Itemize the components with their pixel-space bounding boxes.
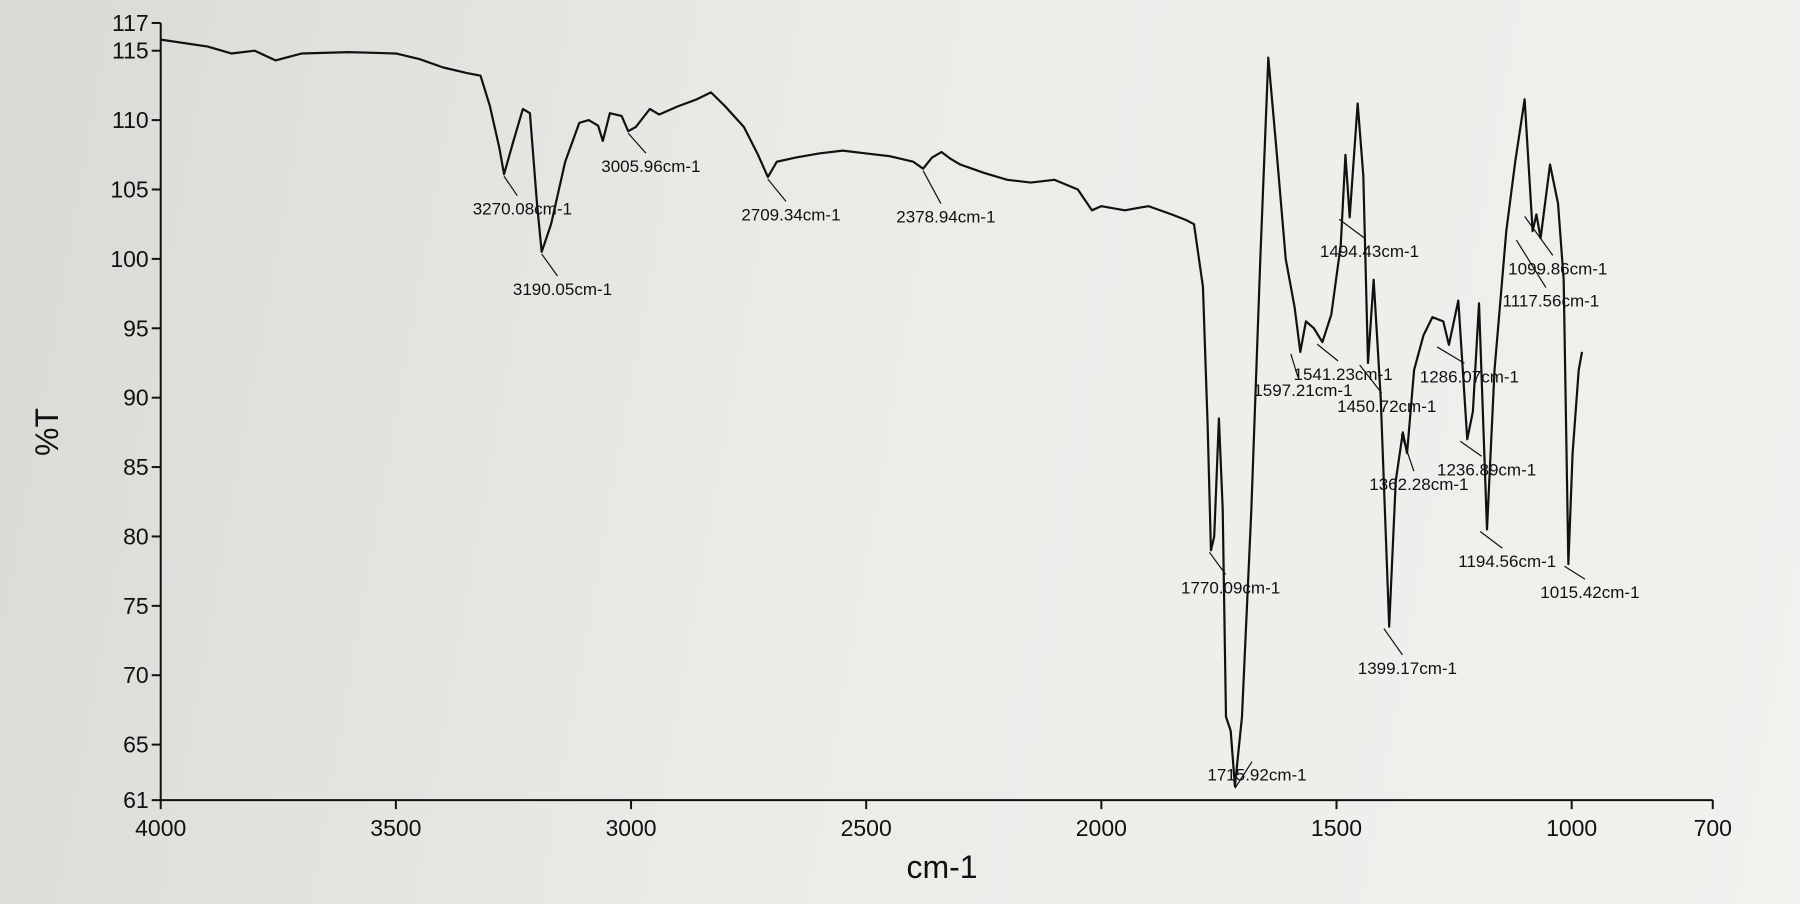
y-tick-label: 105 [110,176,148,202]
x-tick-label: 700 [1694,815,1732,841]
y-tick-label: 100 [110,246,148,272]
annotation-label: 1236.89cm-1 [1437,460,1536,479]
annotation-leader [1290,353,1299,378]
annotation-label: 1286.07cm-1 [1420,367,1519,386]
x-tick-label: 3500 [370,815,421,841]
x-tick-label: 1000 [1546,815,1597,841]
annotation-label: 3190.05cm-1 [513,280,612,299]
annotation-label: 1770.09cm-1 [1181,578,1280,597]
annotation-label: 1194.56cm-1 [1458,552,1556,571]
x-tick-label: 3000 [605,815,656,841]
y-tick-label: 110 [112,107,149,133]
x-tick-label: 2000 [1076,815,1127,841]
annotation-leader [1400,434,1415,472]
annotation-leader [1515,239,1547,288]
x-axis-title: cm-1 [906,849,977,885]
annotation-leader [922,170,942,204]
y-tick-label: 117 [112,10,149,36]
x-tick-label: 2500 [841,815,892,841]
x-tick-label: 1500 [1311,815,1362,841]
annotation-label: 1117.56cm-1 [1503,292,1600,311]
y-tick-label: 95 [123,315,149,341]
annotation-label: 1362.28cm-1 [1369,475,1468,494]
annotation-label: 1099.86cm-1 [1508,259,1607,278]
annotation-leader [1208,551,1227,575]
y-tick-label: 85 [123,454,149,480]
y-tick-label: 65 [123,732,149,758]
y-tick-label: 90 [123,385,149,411]
annotation-label: 2378.94cm-1 [896,208,995,227]
y-tick-label: 61 [123,787,149,813]
y-tick-label: 70 [123,662,149,688]
annotation-label: 3005.96cm-1 [601,157,700,176]
y-tick-label: 115 [112,38,149,64]
annotation-leader [1316,343,1339,362]
annotation-leader [1524,216,1554,256]
annotation-leader [1459,440,1482,457]
annotation-label: 1597.21cm-1 [1253,381,1352,400]
annotation-label: 2709.34cm-1 [741,205,840,224]
annotation-leader [541,253,558,277]
annotation-label: 1715.92cm-1 [1207,766,1306,785]
annotation-leader [767,178,787,202]
annotation-label: 1399.17cm-1 [1358,659,1457,678]
annotation-label: 1450.72cm-1 [1337,397,1436,416]
annotation-leader [1234,761,1253,789]
x-tick-label: 4000 [135,815,186,841]
annotation-leader [1359,364,1383,394]
annotation-leader [1479,531,1503,549]
y-axis-title: %T [29,408,65,456]
y-tick-label: 75 [123,593,149,619]
annotation-label: 1015.42cm-1 [1540,583,1639,602]
y-tick-label: 80 [123,523,149,549]
annotation-leader [627,132,647,154]
annotation-leader [1436,346,1465,364]
annotation-label: 3270.08cm-1 [473,200,572,219]
annotation-leader [1564,565,1586,580]
annotation-leader [1383,628,1403,656]
annotation-label: 1541.23cm-1 [1293,365,1392,384]
spectrum-line [160,38,1584,788]
annotation-label: 1494.43cm-1 [1320,242,1419,261]
annotation-leader [503,175,518,197]
annotation-leader [1338,218,1365,239]
